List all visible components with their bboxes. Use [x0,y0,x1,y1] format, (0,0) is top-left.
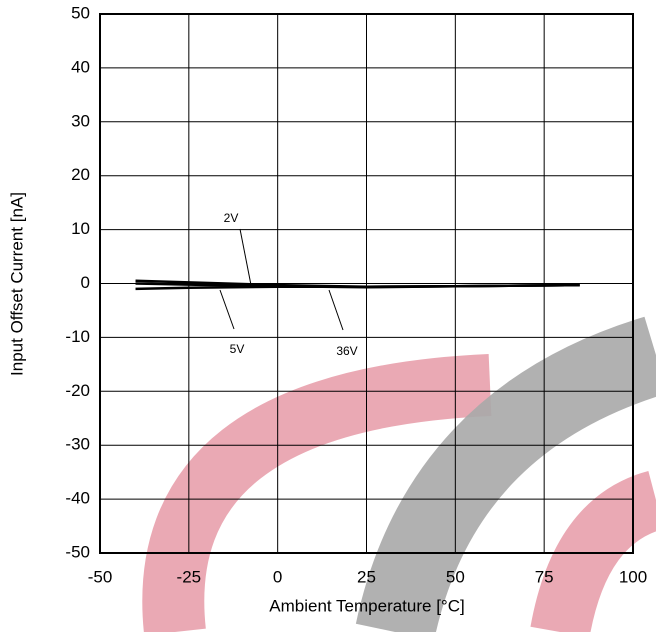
x-tick-label: -50 [88,567,113,586]
x-tick-label: 50 [446,567,465,586]
callout-leader [239,228,252,286]
x-tick-label: 0 [273,567,282,586]
y-tick-label: -10 [65,327,90,346]
y-tick-label: -30 [65,435,90,454]
series-label: 36V [336,344,357,358]
y-tick-label: 30 [71,111,90,130]
watermark-arc [142,354,492,632]
x-axis-label: Ambient Temperature [°C] [269,596,464,615]
y-tick-label: -50 [65,542,90,561]
series-label: 5V [230,342,245,356]
y-axis-label: Input Offset Current [nA] [7,192,26,376]
watermark-arc [530,470,656,632]
y-tick-label: 20 [71,165,90,184]
y-tick-label: -20 [65,381,90,400]
y-tick-label: 10 [71,219,90,238]
callout-leader [328,289,344,331]
series-label: 2V [224,211,239,225]
watermark-arc [355,316,656,632]
y-tick-label: 0 [81,273,90,292]
x-tick-label: 25 [357,567,376,586]
x-tick-label: -25 [177,567,202,586]
callout-leader [219,289,235,330]
y-tick-label: 40 [71,57,90,76]
watermark [142,316,656,632]
x-tick-label: 100 [619,567,647,586]
y-tick-label: -40 [65,489,90,508]
y-tick-label: 50 [71,3,90,22]
series-line [135,282,580,289]
x-tick-label: 75 [535,567,554,586]
plot-frame [99,13,634,554]
